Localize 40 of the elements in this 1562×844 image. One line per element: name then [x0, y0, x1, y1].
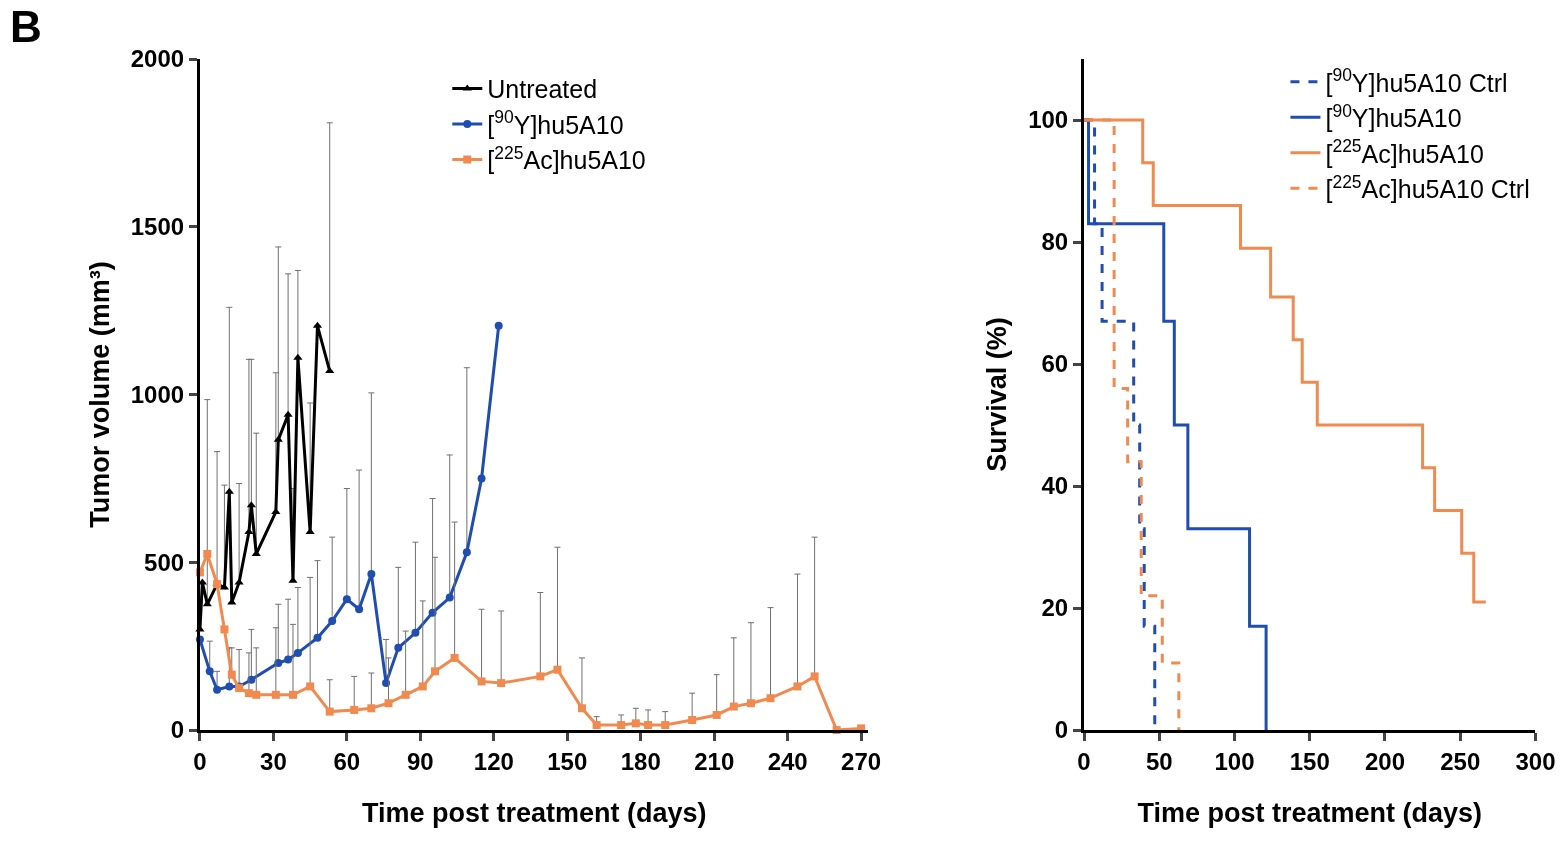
- legend-label: [$^{90}$Y]hu5A10: [1325, 100, 1462, 133]
- x-tick-label: 200: [1364, 747, 1405, 775]
- y-tick-label: 2000: [130, 45, 185, 73]
- x-tick-label: 100: [1214, 747, 1255, 775]
- y-tick-label: 20: [1041, 594, 1069, 622]
- y-tick-label: 0: [170, 716, 185, 744]
- y-tick-label: 40: [1041, 472, 1069, 500]
- x-tick-label: 0: [1077, 747, 1091, 775]
- y-axis-title: Survival (%): [982, 317, 1013, 472]
- y-tick-label: 100: [1028, 106, 1069, 134]
- text: B: [10, 2, 42, 51]
- x-tick-label: 90: [406, 747, 434, 775]
- legend-label: [$^{225}$Ac]hu5A10: [487, 142, 646, 175]
- legend-label: [$^{225}$Ac]hu5A10 Ctrl: [1325, 171, 1530, 204]
- legend-label: [$^{225}$Ac]hu5A10: [1325, 136, 1484, 168]
- y-tick-label: 0: [1054, 716, 1069, 744]
- x-tick-label: 60: [333, 747, 361, 775]
- x-tick-label: 120: [473, 747, 514, 775]
- y-axis-title: Tumor volume (mm³): [84, 261, 115, 528]
- x-tick-label: 150: [547, 747, 588, 775]
- x-tick-label: 270: [841, 747, 882, 775]
- legend-label: Untreated: [487, 75, 598, 104]
- y-tick-label: 1500: [130, 213, 185, 241]
- legend-label: [$^{90}$Y]hu5A10 Ctrl: [1325, 65, 1508, 97]
- x-tick-label: 50: [1145, 747, 1173, 775]
- y-tick-label: 80: [1041, 228, 1069, 256]
- y-tick-label: 1000: [130, 380, 185, 408]
- y-tick-label: 60: [1041, 350, 1069, 378]
- legend-label: [$^{90}$Y]hu5A10: [487, 107, 624, 139]
- x-tick-label: 240: [767, 747, 808, 775]
- x-axis-title: Time post treatment (days): [361, 798, 707, 829]
- x-tick-label: 0: [193, 747, 207, 775]
- x-tick-label: 300: [1515, 747, 1556, 775]
- x-axis-title: Time post treatment (days): [1137, 798, 1483, 829]
- x-tick-label: 180: [620, 747, 661, 775]
- x-tick-label: 30: [260, 747, 287, 775]
- x-tick-label: 210: [694, 747, 735, 775]
- y-tick-label: 500: [144, 548, 185, 576]
- x-tick-label: 250: [1440, 747, 1481, 775]
- x-tick-label: 150: [1289, 747, 1330, 775]
